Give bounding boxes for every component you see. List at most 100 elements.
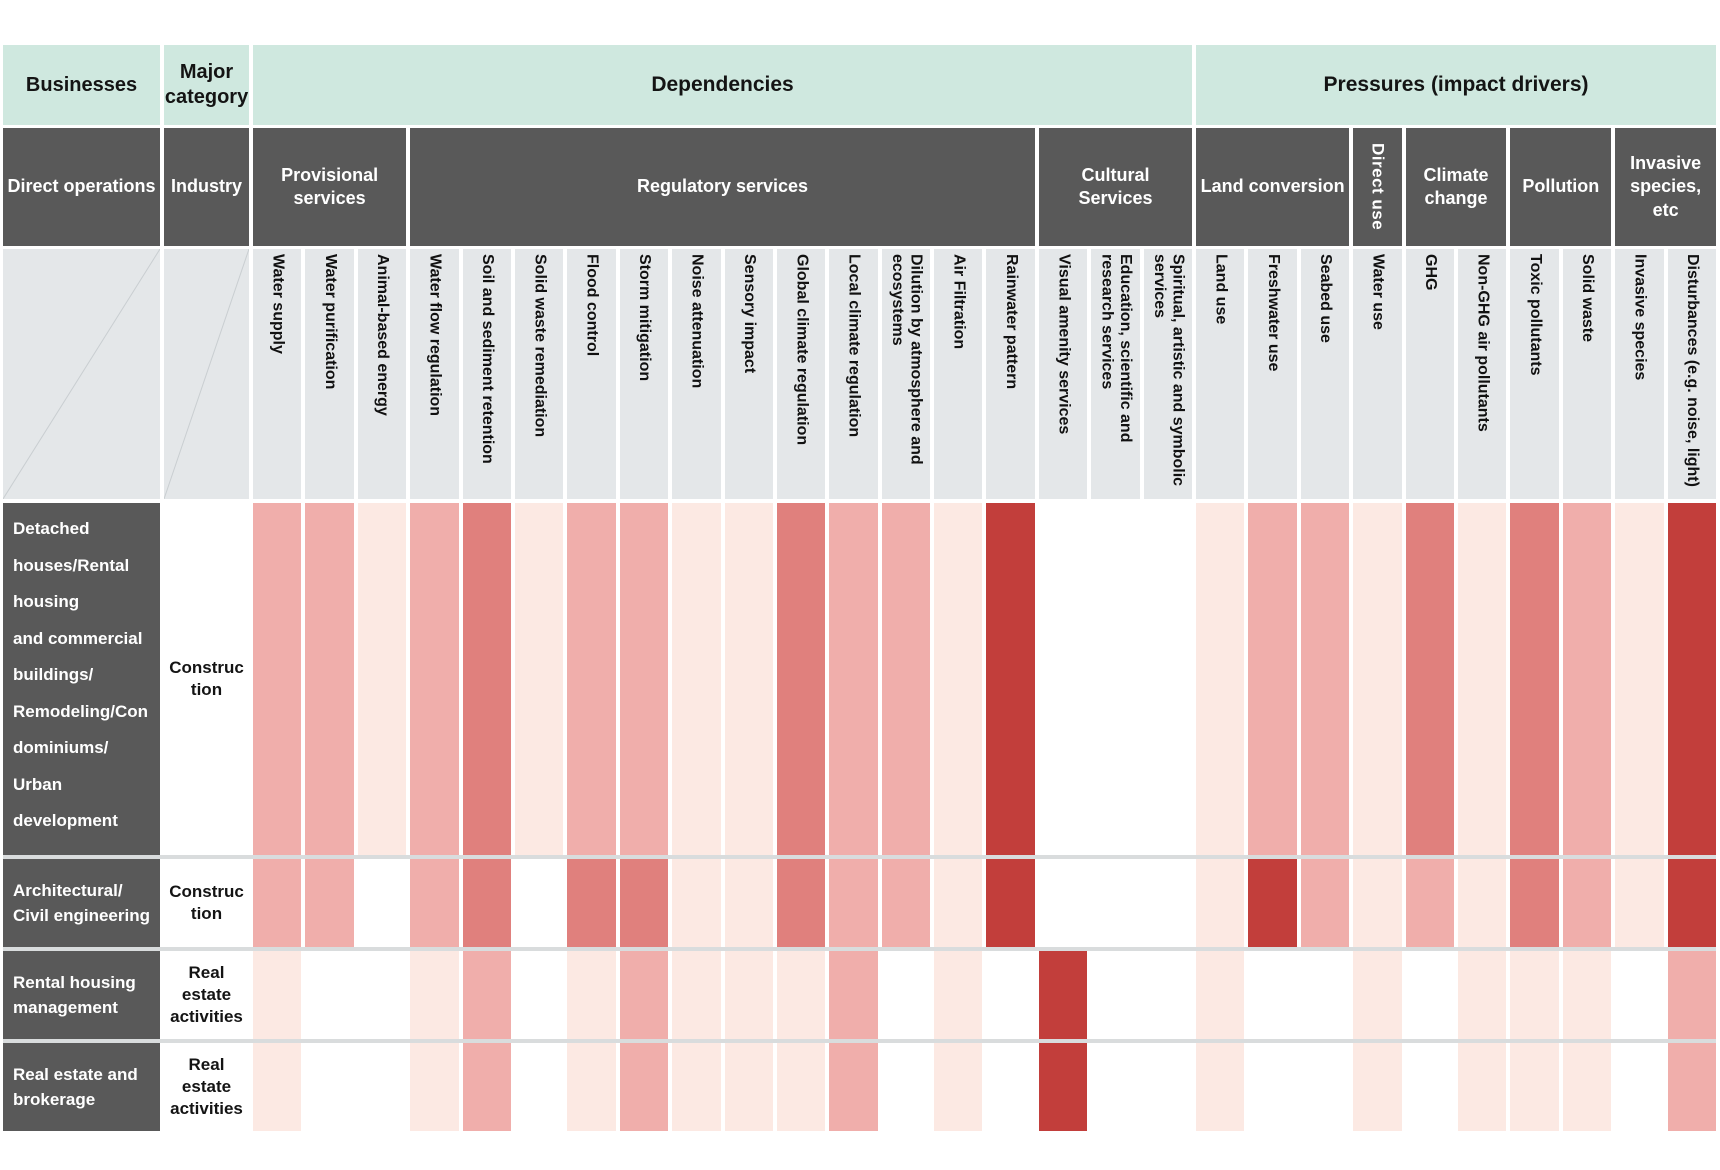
- column-label-text: Land use: [1212, 254, 1230, 325]
- matrix-cell: [1667, 951, 1716, 1039]
- column-label-text: Seabed use: [1317, 254, 1335, 343]
- group-header-label: Direct use: [1368, 143, 1388, 231]
- matrix-cell: [1667, 1043, 1716, 1131]
- matrix-cell: [514, 503, 564, 855]
- matrix-cell: [986, 503, 1035, 855]
- direct-operations-header: Direct operations: [3, 128, 160, 246]
- business-label: Architectural/ Civil engineering: [3, 859, 160, 947]
- column-label: Air Filtration: [934, 249, 983, 499]
- matrix-cell: [1562, 503, 1612, 855]
- matrix-cell: [462, 951, 511, 1039]
- column-label: Disturbances (e.g. noise, light): [1667, 249, 1716, 499]
- column-label-text: GHG: [1422, 254, 1440, 291]
- business-label-text: Detached houses/Rental housing and comme…: [13, 519, 149, 831]
- matrix-cell: [1405, 951, 1455, 1039]
- matrix-cell: [1196, 951, 1245, 1039]
- matrix-cell: [1510, 859, 1559, 947]
- matrix-cell: [253, 503, 302, 855]
- matrix-cell: [357, 503, 407, 855]
- group-header: Provisional services: [253, 128, 407, 246]
- matrix-cell: [1143, 951, 1193, 1039]
- matrix-cell: [1510, 951, 1559, 1039]
- matrix-cell: [724, 951, 773, 1039]
- column-label-text: Education, scientific and research servi…: [1098, 254, 1134, 443]
- matrix-cell: [1562, 1043, 1612, 1131]
- diagonal-cell-industry: [164, 249, 249, 499]
- matrix-cell: [881, 1043, 931, 1131]
- matrix-cell: [1300, 951, 1350, 1039]
- group-header: Invasive species, etc: [1615, 128, 1716, 246]
- column-label: Education, scientific and research servi…: [1091, 249, 1140, 499]
- matrix-cell: [1353, 859, 1402, 947]
- matrix-cell: [881, 503, 931, 855]
- group-header-label: Pollution: [1522, 176, 1600, 197]
- column-label-text: Water use: [1369, 254, 1387, 330]
- matrix-cell: [1143, 1043, 1193, 1131]
- pressures-header: Pressures (impact drivers): [1196, 45, 1716, 125]
- matrix-cell: [1667, 859, 1716, 947]
- column-label: Solid waste: [1562, 249, 1612, 499]
- diagonal-line: [164, 249, 249, 499]
- group-header-label: Invasive species, etc: [1630, 152, 1702, 220]
- column-label: Spiritual, artistic and symbolic service…: [1143, 249, 1193, 499]
- group-header-label: Regulatory services: [636, 176, 809, 197]
- matrix-cell: [672, 1043, 721, 1131]
- group-header: Land conversion: [1196, 128, 1350, 246]
- column-label-text: Non-GHG air pollutants: [1474, 254, 1492, 432]
- matrix-cell: [1353, 503, 1402, 855]
- column-label-text: Invasive species: [1631, 254, 1649, 381]
- diagonal-line: [3, 249, 160, 499]
- matrix-cell: [829, 951, 878, 1039]
- title-header-row: Businesses Major category Dependencies P…: [3, 45, 1716, 125]
- column-label-text: Visual amenity services: [1055, 254, 1073, 435]
- matrix-cell: [881, 951, 931, 1039]
- matrix-cell: [1091, 503, 1140, 855]
- industry-value: Construc tion: [164, 859, 249, 947]
- matrix-cell: [1143, 503, 1193, 855]
- matrix-cell: [1091, 951, 1140, 1039]
- business-label: Real estate and brokerage: [3, 1043, 160, 1131]
- matrix-cell: [1248, 1043, 1297, 1131]
- matrix-cell: [1615, 951, 1664, 1039]
- column-label-text: Water flow regulation: [426, 254, 444, 417]
- matrix-cell: [410, 859, 459, 947]
- matrix-cell: [1458, 1043, 1507, 1131]
- matrix-body: Detached houses/Rental housing and comme…: [3, 503, 1716, 1131]
- matrix-cell: [934, 951, 983, 1039]
- matrix-cell: [357, 1043, 407, 1131]
- matrix-cell: [567, 503, 616, 855]
- matrix-cell: [1300, 1043, 1350, 1131]
- business-label-text: Real estate and brokerage: [13, 1064, 138, 1110]
- matrix-cell: [253, 951, 302, 1039]
- matrix-cell: [934, 859, 983, 947]
- column-label: Global climate regulation: [776, 249, 826, 499]
- matrix-cell: [934, 1043, 983, 1131]
- matrix-cell: [1038, 951, 1088, 1039]
- matrix-cell: [1300, 859, 1350, 947]
- matrix-cell: [776, 859, 826, 947]
- column-label-text: Noise attenuation: [688, 254, 706, 389]
- matrix-cell: [1615, 503, 1664, 855]
- matrix-cell: [305, 1043, 354, 1131]
- matrix-cell: [567, 1043, 616, 1131]
- matrix-cell: [567, 951, 616, 1039]
- matrix-cell: [1615, 859, 1664, 947]
- matrix-cell: [1196, 859, 1245, 947]
- matrix-cell: [1196, 1043, 1245, 1131]
- matrix-cell: [829, 1043, 878, 1131]
- matrix-cell: [1038, 1043, 1088, 1131]
- matrix-cell: [829, 859, 878, 947]
- matrix-cell: [776, 503, 826, 855]
- matrix-cell: [1248, 951, 1297, 1039]
- column-label-text: Animal-based energy: [374, 254, 392, 416]
- matrix-cell: [253, 1043, 302, 1131]
- column-label: Storm mitigation: [619, 249, 669, 499]
- table-row: Architectural/ Civil engineering Construc…: [3, 855, 1716, 947]
- matrix-cell: [776, 1043, 826, 1131]
- table-row: Real estate and brokerage Real estate act…: [3, 1039, 1716, 1131]
- column-label: Non-GHG air pollutants: [1458, 249, 1507, 499]
- matrix-cell: [619, 859, 669, 947]
- matrix-cell: [514, 1043, 564, 1131]
- matrix-cell: [1143, 859, 1193, 947]
- column-label-text: Rainwater pattern: [1002, 254, 1020, 390]
